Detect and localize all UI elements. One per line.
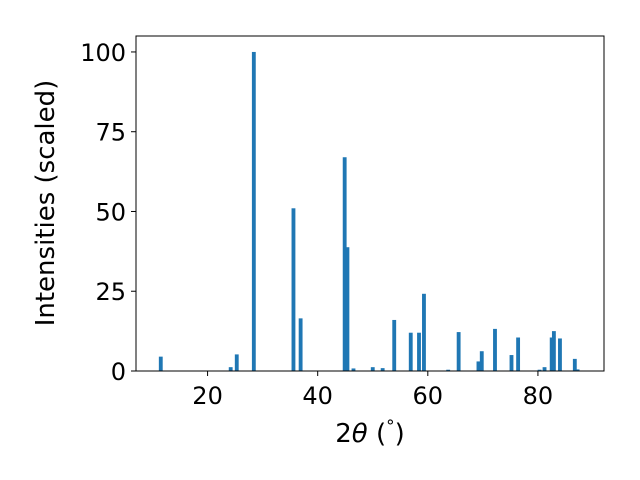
- bar: [380, 368, 385, 371]
- bar: [408, 332, 413, 371]
- x-tick-label: 20: [192, 382, 223, 410]
- bar: [351, 368, 356, 371]
- bar: [537, 369, 542, 371]
- bar: [422, 293, 426, 371]
- bar: [345, 247, 350, 371]
- bar: [542, 367, 547, 371]
- x-axis-label-prefix: 2: [335, 419, 352, 449]
- bar: [158, 356, 163, 371]
- bar: [456, 332, 461, 371]
- bars-group: [158, 51, 580, 371]
- bar: [572, 358, 577, 371]
- bar: [298, 318, 303, 371]
- bar: [509, 355, 514, 371]
- bar: [493, 328, 497, 371]
- bar: [516, 337, 521, 371]
- y-tick-label: 0: [111, 358, 126, 386]
- x-axis-label-theta: θ: [352, 419, 368, 449]
- bar: [476, 361, 481, 371]
- bar: [234, 354, 239, 371]
- bar: [228, 367, 233, 371]
- y-tick-label: 50: [95, 198, 126, 226]
- y-tick-label: 75: [95, 119, 126, 147]
- y-axis-label: Intensities (scaled): [31, 80, 61, 327]
- bar: [392, 319, 397, 371]
- x-axis: 20 40 60 80: [192, 371, 553, 410]
- bar: [251, 51, 256, 371]
- x-axis-label-open: (: [368, 419, 386, 449]
- bar: [342, 157, 347, 371]
- x-tick-label: 60: [413, 382, 444, 410]
- bar: [417, 332, 421, 371]
- x-tick-label: 80: [523, 382, 554, 410]
- y-axis: 0 25 50 75 100: [80, 39, 136, 386]
- x-axis-label-close: ): [395, 419, 405, 449]
- bar: [551, 331, 556, 371]
- y-tick-label: 100: [80, 39, 126, 67]
- bar: [575, 369, 580, 371]
- bar: [479, 351, 484, 371]
- bar: [291, 208, 296, 371]
- x-axis-label: 2θ (°): [335, 417, 405, 449]
- bar: [370, 367, 375, 371]
- bar: [558, 338, 562, 371]
- bar: [549, 337, 554, 371]
- bar: [446, 369, 451, 371]
- x-tick-label: 40: [302, 382, 333, 410]
- plot-frame: [135, 35, 605, 372]
- x-axis-label-degree: °: [386, 417, 395, 437]
- y-tick-label: 25: [95, 278, 126, 306]
